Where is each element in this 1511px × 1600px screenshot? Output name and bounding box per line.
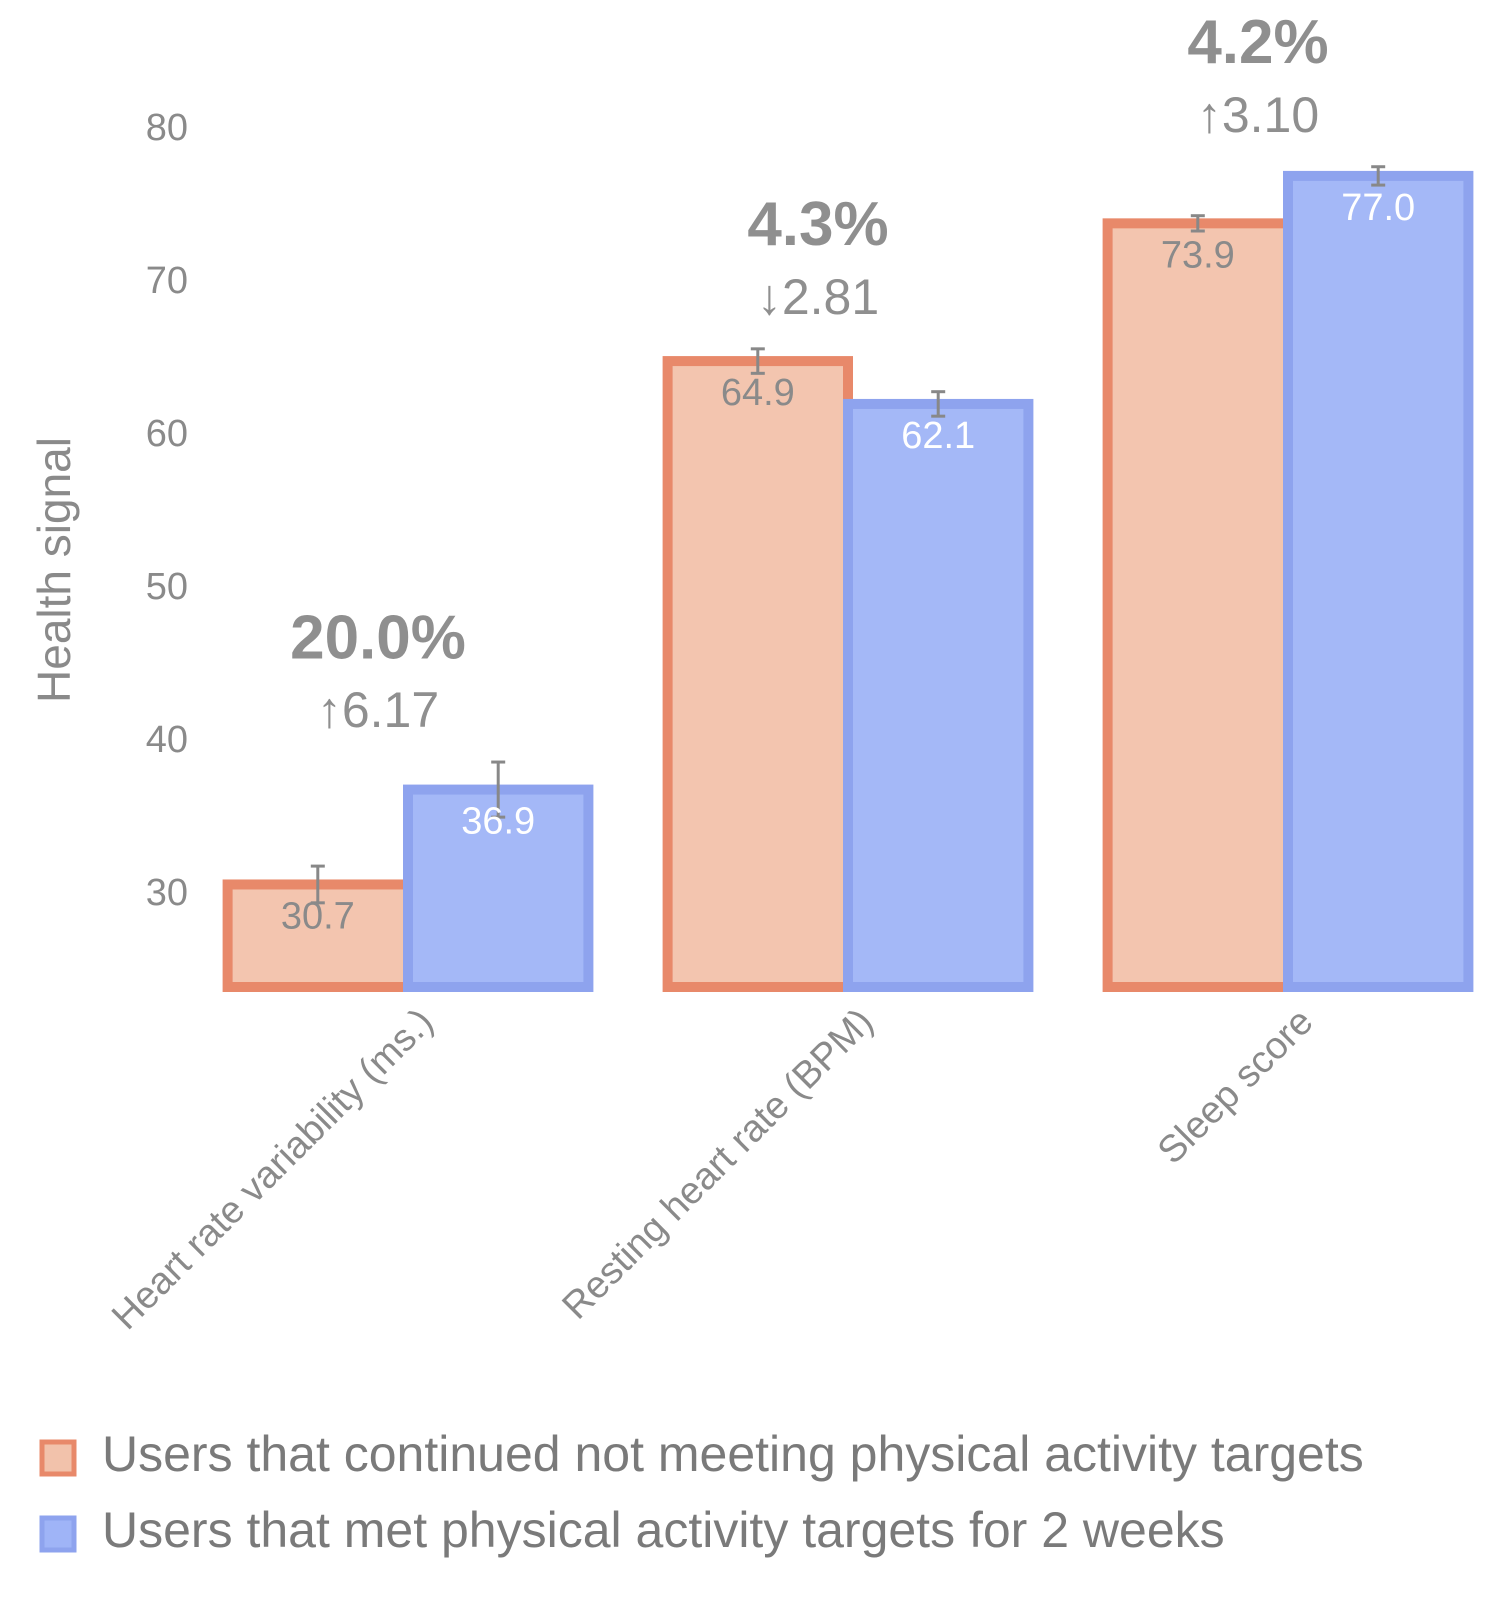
value-label: 73.9 xyxy=(1161,234,1235,276)
value-label: 77.0 xyxy=(1341,187,1415,229)
bar xyxy=(1102,218,1293,992)
x-tick-label: Heart rate variability (ms.) xyxy=(104,1001,441,1338)
value-label: 30.7 xyxy=(281,895,355,937)
annotation-change: ↓2.81 xyxy=(757,269,879,325)
value-label: 36.9 xyxy=(461,801,535,843)
annotation-percent: 20.0% xyxy=(290,603,466,672)
y-tick-label: 80 xyxy=(146,107,188,149)
y-tick-label: 50 xyxy=(146,566,188,608)
y-tick-label: 60 xyxy=(146,413,188,455)
x-tick-label: Sleep score xyxy=(1150,1001,1322,1173)
legend-swatch xyxy=(39,1439,77,1477)
legend-label: Users that met physical activity targets… xyxy=(102,1502,1225,1558)
annotation-change: ↑3.10 xyxy=(1197,87,1319,143)
legend-label: Users that continued not meeting physica… xyxy=(102,1426,1364,1482)
value-label: 62.1 xyxy=(901,415,975,457)
y-axis-label: Health signal xyxy=(28,437,80,703)
value-label: 64.9 xyxy=(721,372,795,414)
x-tick-label: Resting heart rate (BPM) xyxy=(555,1001,882,1328)
y-tick-label: 70 xyxy=(146,260,188,302)
bar xyxy=(843,398,1034,993)
bar xyxy=(1283,170,1474,993)
annotation-change: ↑6.17 xyxy=(317,682,439,738)
y-tick-label: 30 xyxy=(146,872,188,914)
annotation-percent: 4.3% xyxy=(747,190,888,259)
legend-swatch xyxy=(39,1515,77,1553)
bar xyxy=(662,356,853,992)
y-tick-label: 40 xyxy=(146,719,188,761)
annotation-percent: 4.2% xyxy=(1187,8,1328,77)
